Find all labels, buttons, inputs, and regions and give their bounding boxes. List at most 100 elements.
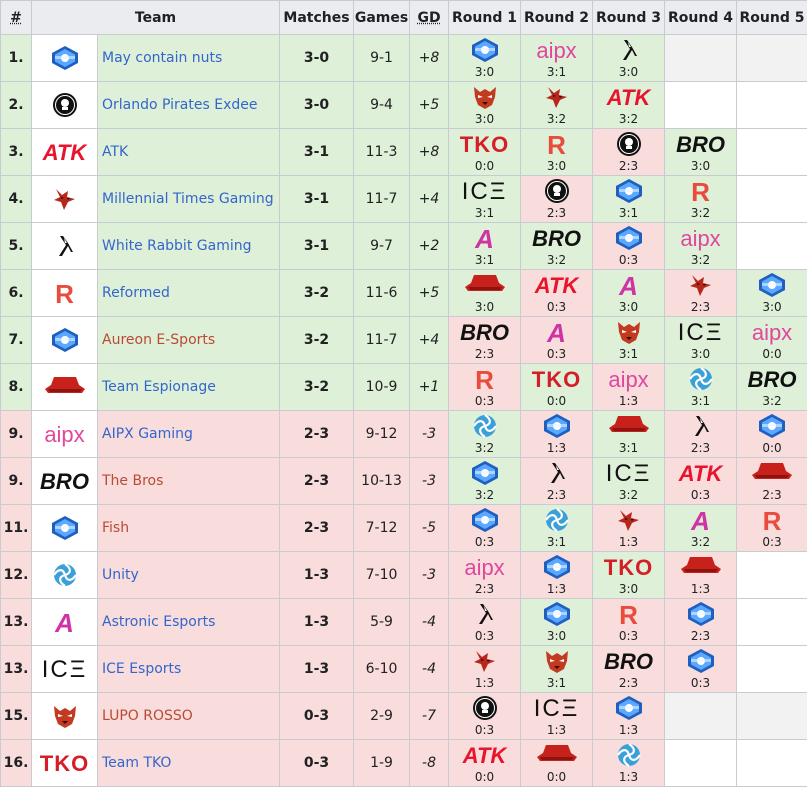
team-name-link[interactable]: The Bros bbox=[98, 458, 280, 505]
round-5-cell[interactable]: 3:0 bbox=[737, 270, 807, 317]
reformed-icon-wordmark: R bbox=[691, 177, 710, 207]
team-name-link[interactable]: May contain nuts bbox=[98, 35, 280, 82]
aipx-icon-wordmark: aipx bbox=[608, 367, 648, 392]
round-4-cell[interactable]: 3:1 bbox=[665, 364, 737, 411]
round-2-cell[interactable]: 3:1 bbox=[521, 646, 593, 693]
round-3-cell[interactable]: 1:3 bbox=[593, 505, 665, 552]
round-1-cell[interactable]: 3:0 bbox=[449, 35, 521, 82]
round-3-cell[interactable]: 1:3 bbox=[593, 693, 665, 740]
team-logo bbox=[32, 223, 98, 270]
round-2-cell[interactable]: 2:3 bbox=[521, 176, 593, 223]
round-5-cell[interactable]: 0:0 bbox=[737, 411, 807, 458]
round-2-cell[interactable]: 2:3 bbox=[521, 458, 593, 505]
team-name-link[interactable]: Reformed bbox=[98, 270, 280, 317]
round-3-cell[interactable]: 3:0 bbox=[593, 35, 665, 82]
white-rabbit-icon bbox=[32, 232, 97, 262]
team-name-link[interactable]: Fish bbox=[98, 505, 280, 552]
round-score: 2:3 bbox=[449, 348, 520, 361]
team-name-link[interactable]: LUPO ROSSO bbox=[98, 693, 280, 740]
round-4-cell[interactable]: 1:3 bbox=[665, 552, 737, 599]
round-5-cell[interactable]: 2:3 bbox=[737, 458, 807, 505]
round-2-cell[interactable]: 3:0 bbox=[521, 599, 593, 646]
header-rank[interactable]: # bbox=[1, 1, 32, 35]
round-3-cell[interactable]: 3:1 bbox=[593, 317, 665, 364]
round-1-cell[interactable]: 3:2 bbox=[449, 411, 521, 458]
espionage-icon bbox=[32, 373, 97, 403]
team-name-link[interactable]: AIPX Gaming bbox=[98, 411, 280, 458]
aipx-icon-wordmark: aipx bbox=[536, 38, 576, 63]
round-1-cell[interactable]: 0:3 bbox=[449, 693, 521, 740]
team-name-link[interactable]: Millennial Times Gaming bbox=[98, 176, 280, 223]
round-1-cell[interactable]: 0:3 bbox=[449, 599, 521, 646]
rocket-league-icon bbox=[449, 459, 520, 489]
team-name-link[interactable]: Unity bbox=[98, 552, 280, 599]
round-1-cell[interactable]: 3:0 bbox=[449, 270, 521, 317]
round-4-cell[interactable]: 0:3 bbox=[665, 646, 737, 693]
round-3-cell[interactable]: 2:3 bbox=[593, 129, 665, 176]
round-1-cell[interactable]: 3:2 bbox=[449, 458, 521, 505]
round-2-cell[interactable]: 3:1 bbox=[521, 505, 593, 552]
team-logo: ATK bbox=[32, 129, 98, 176]
team-name-link[interactable]: White Rabbit Gaming bbox=[98, 223, 280, 270]
team-name-link[interactable]: Astronic Esports bbox=[98, 599, 280, 646]
team-name-link[interactable]: Team TKO bbox=[98, 740, 280, 787]
round-4-cell[interactable]: 2:3 bbox=[665, 599, 737, 646]
unity-icon bbox=[32, 561, 97, 591]
round-3-cell[interactable]: 3:1 bbox=[593, 176, 665, 223]
round-2-cell[interactable]: 3:2 bbox=[521, 82, 593, 129]
team-name-link[interactable]: Orlando Pirates Exdee bbox=[98, 82, 280, 129]
round-score: 3:0 bbox=[521, 160, 592, 173]
round-2-cell[interactable]: 0:0 bbox=[521, 740, 593, 787]
round-2-cell[interactable]: 1:3 bbox=[521, 552, 593, 599]
rank-cell: 1. bbox=[1, 35, 32, 82]
team-name-link[interactable]: Aureon E-Sports bbox=[98, 317, 280, 364]
round-3-cell[interactable]: 0:3 bbox=[593, 223, 665, 270]
round-3-cell[interactable]: 1:3 bbox=[593, 740, 665, 787]
header-gd[interactable]: GD bbox=[410, 1, 449, 35]
team-name-link[interactable]: ATK bbox=[98, 129, 280, 176]
round-3-cell[interactable]: 3:1 bbox=[593, 411, 665, 458]
round-1-cell[interactable]: 0:3 bbox=[449, 505, 521, 552]
round-1-cell[interactable]: 3:0 bbox=[449, 82, 521, 129]
round-1-cell[interactable]: 1:3 bbox=[449, 646, 521, 693]
team-name-link[interactable]: ICE Esports bbox=[98, 646, 280, 693]
team-name-link[interactable]: Team Espionage bbox=[98, 364, 280, 411]
round-score: 1:3 bbox=[521, 442, 592, 455]
round-2-cell[interactable]: 1:3 bbox=[521, 411, 593, 458]
millennial-times-icon bbox=[449, 647, 520, 677]
round-4-cell[interactable]: 2:3 bbox=[665, 270, 737, 317]
round-score: 2:3 bbox=[665, 442, 736, 455]
round-4-cell[interactable]: 2:3 bbox=[665, 411, 737, 458]
